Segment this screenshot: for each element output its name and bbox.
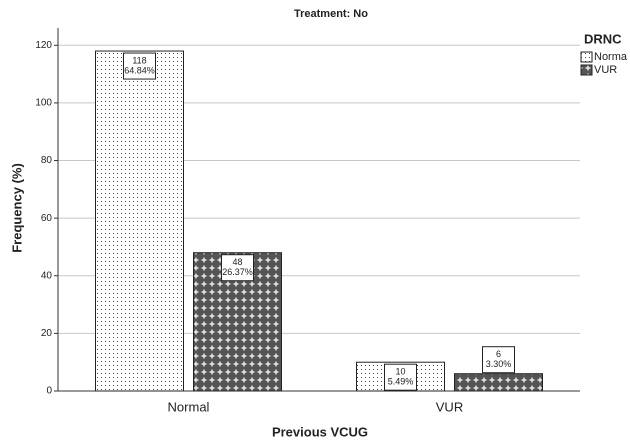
legend-label: VUR [594,64,617,76]
data-label-box [123,52,156,80]
legend-title: DRNC [584,31,622,46]
x-axis-label: Previous VCUG [272,424,368,439]
y-axis-label: Frequency (%) [9,163,24,253]
y-tick-label: 0 [46,386,52,397]
y-tick-label: 60 [41,213,53,224]
data-label-percent: 3.30% [486,359,512,369]
data-label: 6 [496,349,501,359]
data-label-box [482,346,515,374]
data-label: 10 [395,367,405,377]
y-tick-label: 120 [35,40,52,51]
data-label-percent: 64.84% [124,65,155,75]
data-label: 118 [132,55,146,65]
data-label-box [221,254,254,282]
chart-title: Treatment: No [294,8,368,20]
y-tick-label: 20 [41,328,53,339]
x-tick-label: VUR [436,399,463,414]
data-label: 48 [232,257,242,267]
legend-swatch [580,64,593,76]
bar [454,373,543,392]
data-label-percent: 5.49% [388,377,414,387]
y-tick-label: 40 [41,270,53,281]
data-label-percent: 26.37% [222,267,253,277]
x-tick-label: Normal [168,399,210,414]
y-tick-label: 100 [35,98,52,109]
legend-swatch [580,51,593,63]
legend-label: Norma [594,51,628,63]
bar [95,50,184,392]
y-tick-label: 80 [41,155,53,166]
data-label-box [384,363,417,391]
